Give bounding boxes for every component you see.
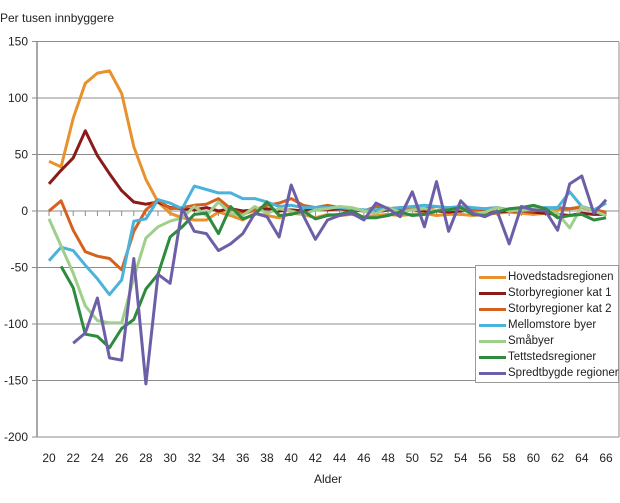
legend-item: Spredtbygde regioner <box>479 365 619 381</box>
x-tick-label: 28 <box>139 451 153 465</box>
legend-item: Storbyregioner kat 2 <box>479 301 618 317</box>
legend-label: Storbyregioner kat 2 <box>508 303 612 315</box>
x-tick-label: 22 <box>67 451 81 465</box>
x-tick-label: 32 <box>188 451 202 465</box>
x-tick-label: 52 <box>430 451 444 465</box>
x-tick-label: 20 <box>42 451 56 465</box>
legend-swatch <box>479 291 506 295</box>
x-tick-label: 60 <box>527 451 541 465</box>
y-tick-label: 150 <box>8 35 28 49</box>
x-tick-label: 34 <box>212 451 226 465</box>
legend-swatch <box>479 307 506 311</box>
y-axis-ticks: 150 100 50 0 -50 -100 -150 -200 <box>4 35 37 444</box>
legend-swatch <box>479 339 506 343</box>
legend-label: Spredtbygde regioner <box>508 367 619 379</box>
y-tick-label: -100 <box>4 317 28 331</box>
legend-item: Hovedstadsregionen <box>479 269 618 285</box>
x-tick-label: 24 <box>91 451 105 465</box>
x-tick-label: 56 <box>478 451 492 465</box>
legend-label: Småbyer <box>508 335 555 347</box>
x-tick-label: 26 <box>115 451 129 465</box>
y-tick-label: -150 <box>4 374 28 388</box>
legend-item: Storbyregioner kat 1 <box>479 285 618 301</box>
x-axis-title: Alder <box>314 472 342 486</box>
x-tick-label: 62 <box>551 451 565 465</box>
x-tick-label: 50 <box>406 451 420 465</box>
legend-item: Småbyer <box>479 333 618 349</box>
y-axis-title: Per tusen innbyggere <box>0 11 115 25</box>
series-line-spredtbygde-regioner <box>72 174 608 386</box>
legend-swatch <box>479 371 506 375</box>
y-tick-label: 50 <box>15 148 29 162</box>
series-line-hovedstadsregionen <box>48 69 607 222</box>
x-tick-label: 48 <box>381 451 395 465</box>
series-line-småbyer <box>47 200 607 325</box>
legend-label: Storbyregioner kat 1 <box>508 287 612 299</box>
x-tick-label: 44 <box>333 451 347 465</box>
x-tick-label: 36 <box>236 451 250 465</box>
legend-swatch <box>479 275 506 279</box>
legend-label: Tettstedsregioner <box>508 351 597 363</box>
x-tick-label: 66 <box>599 451 613 465</box>
x-tick-label: 54 <box>454 451 468 465</box>
y-tick-label: -50 <box>11 261 29 275</box>
legend-item: Tettstedsregioner <box>479 349 618 365</box>
legend-label: Hovedstadsregionen <box>508 271 614 283</box>
y-tick-label: 100 <box>8 91 28 105</box>
y-tick-label: -200 <box>4 430 28 444</box>
x-tick-label: 64 <box>575 451 589 465</box>
x-tick-label: 40 <box>285 451 299 465</box>
x-tick-label: 30 <box>163 451 177 465</box>
x-tick-label: 38 <box>260 451 274 465</box>
x-tick-label: 46 <box>357 451 371 465</box>
x-tick-label: 42 <box>309 451 323 465</box>
legend-label: Mellomstore byer <box>508 319 597 331</box>
legend-swatch <box>479 323 506 327</box>
x-axis-ticks: 20 22 24 26 28 30 32 34 36 38 40 42 44 46 48 50 52 54 56 58… <box>42 211 613 465</box>
x-tick-label: 58 <box>503 451 517 465</box>
legend-swatch <box>479 355 506 359</box>
y-tick-label: 0 <box>21 204 28 218</box>
series-lines <box>47 69 608 386</box>
legend: Hovedstadsregionen Storbyregioner kat 1 St… <box>475 265 619 383</box>
legend-item: Mellomstore byer <box>479 317 618 333</box>
series-line-tettstedsregioner <box>59 200 607 350</box>
